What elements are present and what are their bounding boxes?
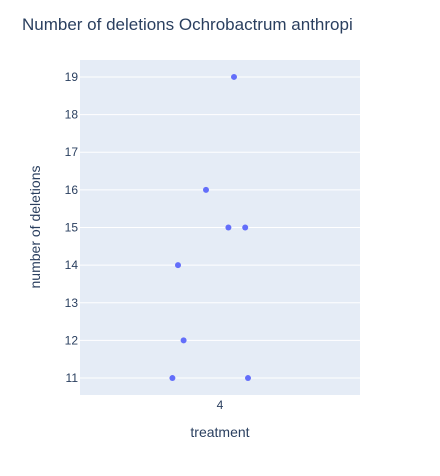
- chart-title: Number of deletions Ochrobactrum anthrop…: [22, 15, 353, 34]
- x-tick-label: 4: [217, 398, 224, 412]
- y-tick-label: 18: [65, 108, 79, 122]
- y-tick-label: 19: [65, 70, 79, 84]
- y-tick-label: 14: [65, 258, 79, 272]
- y-tick-label: 15: [65, 221, 79, 235]
- y-tick-label: 12: [65, 333, 79, 347]
- data-points: [169, 73, 251, 382]
- data-point[interactable]: [225, 224, 232, 231]
- y-tick-label: 17: [65, 145, 79, 159]
- y-tick-labels: 11 12 13 14 15 16 17 18 19: [65, 70, 79, 385]
- gridlines: [80, 76, 360, 379]
- data-point[interactable]: [242, 224, 249, 231]
- data-point[interactable]: [245, 375, 251, 382]
- data-point[interactable]: [175, 262, 181, 269]
- y-tick-label: 11: [66, 371, 79, 385]
- data-point[interactable]: [180, 337, 187, 344]
- y-tick-label: 16: [65, 183, 79, 197]
- x-axis-title: treatment: [190, 424, 249, 440]
- data-point[interactable]: [203, 186, 209, 193]
- x-tick-labels: 4: [217, 398, 224, 412]
- y-tick-label: 13: [65, 296, 79, 310]
- data-point[interactable]: [169, 375, 176, 382]
- y-axis-title: number of deletions: [27, 166, 43, 289]
- data-point[interactable]: [231, 73, 237, 80]
